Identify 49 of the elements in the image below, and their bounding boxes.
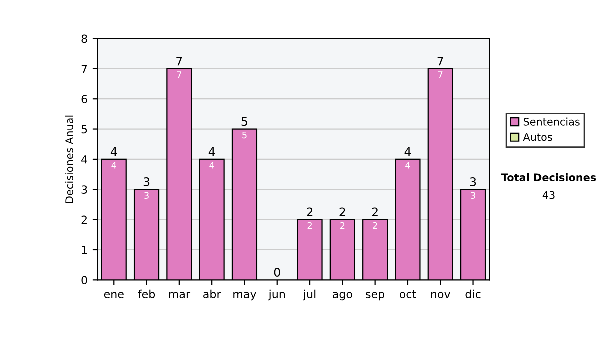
data-label: 4: [406, 162, 410, 169]
y-tick-label: 4: [82, 156, 88, 164]
y-tick-label: 5: [82, 125, 88, 134]
legend-label: Autos: [523, 133, 552, 142]
x-tick-label: abr: [204, 290, 222, 298]
data-label: 2: [340, 222, 345, 230]
data-label: 7: [438, 72, 443, 78]
total-label: 3: [470, 178, 476, 186]
y-tick-label: 2: [82, 216, 87, 224]
total-label: 4: [110, 147, 118, 156]
data-label: 4: [210, 162, 214, 169]
y-tick-label: 8: [82, 34, 88, 44]
x-tick-label: mar: [169, 292, 191, 298]
total-label: 7: [438, 56, 444, 66]
data-label: 5: [242, 132, 247, 139]
y-tick-label: 7: [82, 65, 88, 74]
data-label: 3: [144, 192, 149, 200]
y-tick-label: 6: [82, 95, 88, 104]
x-tick-label: ene: [104, 292, 124, 298]
y-tick-label: 3: [82, 186, 88, 194]
total-label: 2: [307, 208, 313, 216]
total-label: 7: [176, 56, 182, 66]
x-tick-label: may: [234, 292, 256, 301]
text: Total Decisiones: [501, 173, 596, 182]
total-label: 2: [340, 208, 346, 216]
total-label: 3: [144, 178, 150, 186]
x-tick-label: jun: [268, 290, 286, 301]
x-tick-label: oct: [400, 290, 416, 298]
y-tick-label: 1: [82, 246, 88, 254]
data-label: 3: [471, 192, 476, 200]
x-tick-label: ago: [333, 292, 352, 301]
x-tick-label: dic: [466, 290, 481, 298]
x-tick-label: jul: [303, 290, 316, 301]
total-label: 2: [372, 208, 378, 216]
total-label: 4: [208, 147, 216, 156]
legend-label: Sentencias: [524, 118, 580, 126]
data-label: 4: [112, 162, 116, 169]
total-label: 5: [242, 117, 248, 126]
total-label: 4: [404, 147, 412, 156]
x-tick-label: sep: [366, 292, 385, 301]
text: 43: [542, 191, 555, 200]
data-label: 7: [177, 72, 182, 78]
total-label: 0: [274, 268, 280, 277]
y-axis-title: Decisiones Anual: [65, 116, 74, 203]
y-tick-label: 0: [82, 276, 88, 285]
data-label: 2: [373, 222, 378, 230]
data-label: 2: [308, 222, 312, 230]
x-tick-label: nov: [431, 292, 450, 298]
x-tick-label: feb: [138, 290, 156, 298]
